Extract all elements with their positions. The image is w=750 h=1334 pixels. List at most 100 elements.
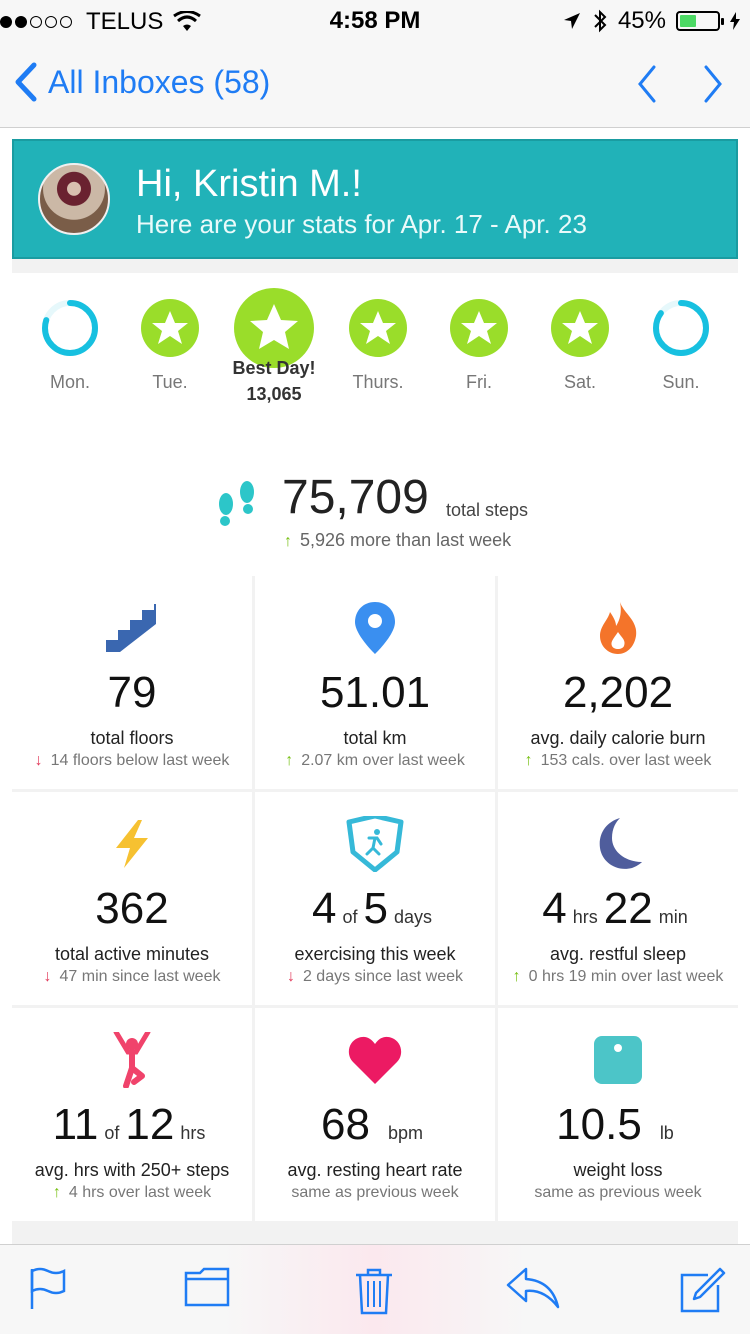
arrow-up-icon: ↑ — [284, 533, 292, 550]
stat-value: 2,202 — [562, 668, 674, 717]
value-part: 22 — [603, 884, 653, 933]
arrow-down-icon: ↓ — [34, 752, 43, 769]
day-label: Thurs. — [352, 372, 404, 392]
stat-delta: ↓ 2 days since last week — [255, 968, 495, 986]
value-part: 10.5 — [556, 1100, 642, 1149]
stat-sleep: 4 hrs 22 min avg. restful sleep ↑ 0 hrs 19 m… — [498, 792, 738, 1005]
value-part: 11 — [52, 1100, 99, 1149]
stat-label: avg. resting heart rate — [287, 1160, 463, 1180]
unit-part: min — [658, 907, 688, 927]
stat-heart-rate: 68 bpm avg. resting heart rate same as pr… — [255, 1008, 495, 1221]
day-tue: Tue. — [120, 286, 220, 392]
stat-label: total active minutes — [54, 944, 210, 964]
mail-toolbar — [0, 1244, 750, 1334]
delete-button[interactable] — [354, 1267, 394, 1320]
arrow-up-icon: ↑ — [524, 752, 533, 769]
progress-ring-icon — [653, 300, 709, 356]
stat-label: weight loss — [573, 1160, 663, 1180]
arrow-up-icon: ↑ — [285, 752, 294, 769]
stat-label: avg. restful sleep — [549, 944, 687, 964]
delta-text: 4 hrs over last week — [68, 1184, 212, 1201]
stat-calories: 2,202 avg. daily calorie burn ↑ 153 cals.… — [498, 576, 738, 789]
carrier-name: TELUS — [86, 8, 164, 35]
battery-icon — [676, 11, 724, 31]
stat-value: 68 bpm — [255, 1100, 495, 1150]
previous-message-button[interactable] — [636, 64, 658, 109]
reply-icon — [506, 1267, 560, 1309]
chevron-right-icon — [704, 65, 722, 103]
flag-icon — [30, 1267, 66, 1309]
stat-exercise-days: 4 of 5 days exercising this week ↓ 2 days si… — [255, 792, 495, 1005]
total-steps-value: 75,709 — [282, 471, 429, 524]
day-label: Sun. — [662, 372, 700, 392]
compose-button[interactable] — [678, 1267, 726, 1320]
flag-button[interactable] — [28, 1267, 68, 1316]
avatar — [38, 163, 110, 235]
star-badge-icon — [551, 299, 609, 357]
day-fri: Fri. — [429, 286, 529, 392]
delta-text: 5,926 more than last week — [300, 530, 512, 550]
star-badge-icon — [234, 288, 314, 368]
day-best: Best Day! 13,065 — [194, 286, 354, 404]
charging-icon — [730, 12, 740, 30]
stat-label: total floors — [90, 728, 174, 748]
status-right: 45% — [562, 7, 740, 35]
back-to-inboxes-button[interactable]: All Inboxes (58) — [14, 62, 270, 102]
arrow-up-icon: ↑ — [52, 1184, 61, 1201]
status-bar: TELUS 4:58 PM 45% — [0, 0, 750, 40]
delta-text: 0 hrs 19 min over last week — [528, 968, 724, 985]
nav-bar: All Inboxes (58) — [0, 40, 750, 128]
stat-label: exercising this week — [294, 944, 456, 964]
unit-part: of — [104, 1123, 120, 1143]
compose-icon — [680, 1267, 726, 1313]
stat-hourly-activity: 11 of 12 hrs avg. hrs with 250+ steps ↑ 4 hr… — [12, 1008, 252, 1221]
heart-icon — [348, 1036, 402, 1084]
stat-value: 11 of 12 hrs — [12, 1100, 252, 1150]
location-arrow-icon — [563, 13, 580, 29]
next-message-button[interactable] — [702, 64, 724, 109]
folder-icon — [184, 1267, 230, 1307]
delta-text: 153 cals. over last week — [540, 752, 712, 769]
delta-text: 14 floors below last week — [50, 752, 230, 769]
stat-delta: same as previous week — [291, 1184, 459, 1201]
stat-value: 51.01 — [319, 668, 431, 717]
stat-value: 4 hrs 22 min — [498, 884, 738, 934]
progress-ring-icon — [42, 300, 98, 356]
signal-strength-icon — [0, 16, 72, 28]
wifi-icon — [173, 11, 202, 31]
value-part: 12 — [125, 1100, 175, 1149]
divider — [12, 1224, 738, 1244]
best-day-steps: 13,065 — [246, 384, 302, 404]
star-badge-icon — [349, 299, 407, 357]
stat-value: 10.5 lb — [498, 1100, 738, 1150]
divider — [12, 259, 738, 273]
stat-weight: 10.5 lb weight loss same as previous week — [498, 1008, 738, 1221]
total-steps-label: total steps — [446, 500, 529, 520]
arrow-down-icon: ↓ — [286, 968, 295, 985]
arrow-down-icon: ↓ — [43, 968, 52, 985]
stat-delta: ↑ 4 hrs over last week — [12, 1184, 252, 1202]
value-part: 4 — [542, 884, 567, 933]
reply-button[interactable] — [506, 1267, 560, 1314]
moon-icon — [599, 818, 642, 869]
stat-delta: ↑ 2.07 km over last week — [255, 752, 495, 770]
stat-label: total km — [343, 728, 407, 748]
lightning-icon — [116, 820, 148, 868]
total-steps-delta: ↑ 5,926 more than last week — [284, 530, 511, 551]
flame-icon — [600, 602, 637, 654]
day-label: Fri. — [466, 372, 492, 392]
bluetooth-icon — [594, 9, 607, 33]
move-to-folder-button[interactable] — [184, 1267, 230, 1312]
unit-part: hrs — [180, 1123, 206, 1143]
day-mon: Mon. — [20, 286, 120, 392]
person-stretch-icon — [113, 1032, 151, 1088]
star-badge-icon — [450, 299, 508, 357]
delta-text: 2.07 km over last week — [301, 752, 465, 769]
unit-part: bpm — [387, 1123, 423, 1143]
greeting-subtitle: Here are your stats for Apr. 17 - Apr. 2… — [136, 209, 587, 239]
chevron-left-icon — [638, 65, 656, 103]
stat-distance: 51.01 total km ↑ 2.07 km over last week — [255, 576, 495, 789]
unit-part: of — [342, 907, 358, 927]
unit-part: lb — [659, 1123, 674, 1143]
stat-delta: ↑ 0 hrs 19 min over last week — [498, 968, 738, 986]
